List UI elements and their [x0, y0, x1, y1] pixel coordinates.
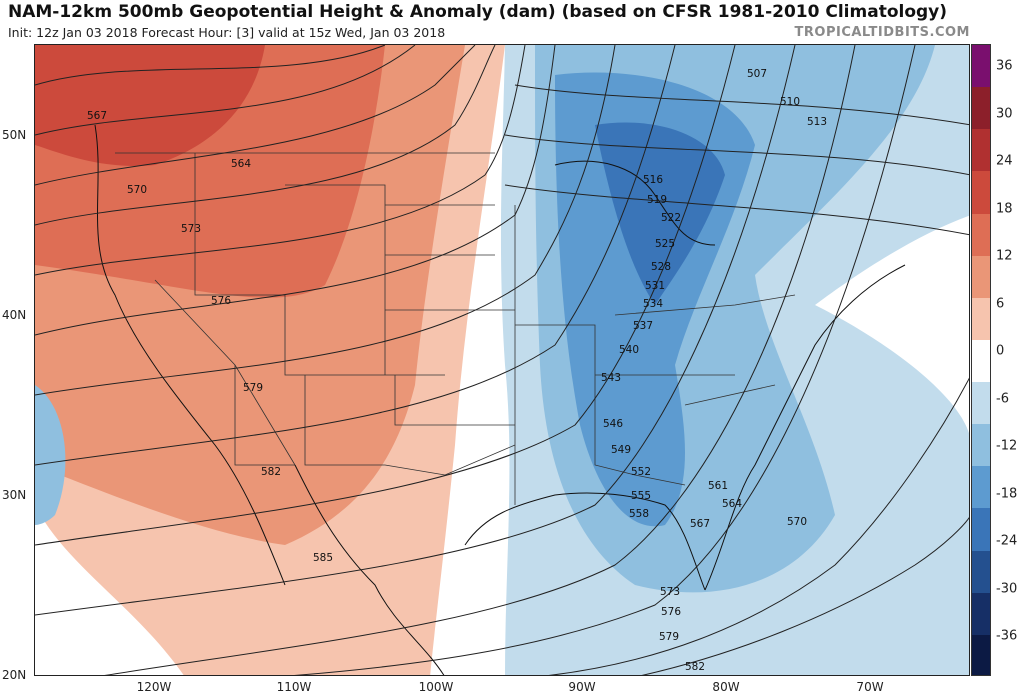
colorbar-label: -6	[996, 391, 1009, 407]
contour-label: 510	[780, 96, 800, 108]
colorbar-segment	[972, 592, 990, 635]
colorbar-segment	[972, 171, 990, 214]
lon-label-70w: 70W	[856, 680, 884, 694]
negative-anomaly-core	[595, 122, 725, 305]
contour-label: 519	[647, 194, 667, 206]
contour-label: 531	[645, 280, 665, 292]
contour-label: 582	[685, 661, 705, 673]
colorbar-label: -18	[996, 486, 1018, 502]
colorbar-segment	[972, 424, 990, 467]
lat-label-20n: 20N	[2, 668, 27, 682]
colorbar-segment	[972, 466, 990, 509]
contour-label: 579	[243, 382, 263, 394]
contour-label: 546	[603, 418, 623, 430]
contour-label: 570	[787, 516, 807, 528]
contour-label: 555	[631, 490, 651, 502]
contour-label: 558	[629, 508, 649, 520]
chart-subtitle: Init: 12z Jan 03 2018 Forecast Hour: [3]…	[8, 25, 446, 40]
colorbar-label: 24	[996, 153, 1013, 169]
contour-label: 579	[659, 631, 679, 643]
lon-label-80w: 80W	[712, 680, 740, 694]
contour-label: 543	[601, 372, 621, 384]
contour-label: 522	[661, 212, 681, 224]
contour-label: 567	[690, 518, 710, 530]
colorbar	[971, 44, 991, 676]
colorbar-segment	[972, 339, 990, 382]
colorbar-segment	[972, 508, 990, 551]
contour-label: 534	[643, 298, 663, 310]
lat-label-30n: 30N	[2, 488, 27, 502]
site-credit: TROPICALTIDBITS.COM	[794, 25, 970, 40]
positive-anomaly-core	[35, 45, 265, 166]
contour-label: 561	[708, 480, 728, 492]
chart-title: NAM-12km 500mb Geopotential Height & Ano…	[8, 2, 948, 22]
contour-label: 507	[747, 68, 767, 80]
contour-labels: 507 510 513 516 519 522 525 528 531 534 …	[87, 68, 827, 673]
height-contours	[35, 45, 969, 675]
colorbar-label: 36	[996, 58, 1013, 74]
lon-label-90w: 90W	[568, 680, 596, 694]
colorbar-label: 6	[996, 296, 1005, 312]
contour-label: 549	[611, 444, 631, 456]
contour-label: 585	[313, 552, 333, 564]
colorbar-segment	[972, 382, 990, 425]
colorbar-segment	[972, 634, 990, 675]
colorbar-label: -12	[996, 438, 1018, 454]
colorbar-label: -30	[996, 581, 1018, 597]
contour-label: 576	[661, 606, 681, 618]
colorbar-segment	[972, 87, 990, 130]
map-panel: 507 510 513 516 519 522 525 528 531 534 …	[34, 44, 970, 676]
lat-label-40n: 40N	[2, 308, 27, 322]
contour-label: 537	[633, 320, 653, 332]
contour-label: 528	[651, 261, 671, 273]
contour-label: 552	[631, 466, 651, 478]
colorbar-label: 18	[996, 201, 1013, 217]
colorbar-segment	[972, 129, 990, 172]
contour-label: 564	[231, 158, 251, 170]
contour-label: 573	[181, 223, 201, 235]
colorbar-label: -36	[996, 628, 1018, 644]
contour-label: 516	[643, 174, 663, 186]
colorbar-label: 12	[996, 248, 1013, 264]
lon-label-100w: 100W	[418, 680, 454, 694]
contour-label: 513	[807, 116, 827, 128]
contour-label: 582	[261, 466, 281, 478]
colorbar-label: -24	[996, 533, 1018, 549]
contour-label: 573	[660, 586, 680, 598]
lat-label-50n: 50N	[2, 128, 27, 142]
colorbar-label: 30	[996, 106, 1013, 122]
colorbar-segment	[972, 550, 990, 593]
contour-label: 525	[655, 238, 675, 250]
contour-label: 540	[619, 344, 639, 356]
negative-anomaly-west	[35, 385, 66, 525]
lon-label-120w: 120W	[136, 680, 172, 694]
colorbar-segment	[972, 45, 990, 88]
colorbar-segment	[972, 213, 990, 256]
contour-label: 576	[211, 295, 231, 307]
map-svg: 507 510 513 516 519 522 525 528 531 534 …	[35, 45, 969, 675]
lon-label-110w: 110W	[276, 680, 312, 694]
contour-label: 564	[722, 498, 742, 510]
colorbar-label: 0	[996, 343, 1005, 359]
colorbar-segment	[972, 255, 990, 298]
coastlines	[94, 124, 906, 675]
contour-label: 567	[87, 110, 107, 122]
colorbar-segment	[972, 297, 990, 340]
contour-label: 570	[127, 184, 147, 196]
